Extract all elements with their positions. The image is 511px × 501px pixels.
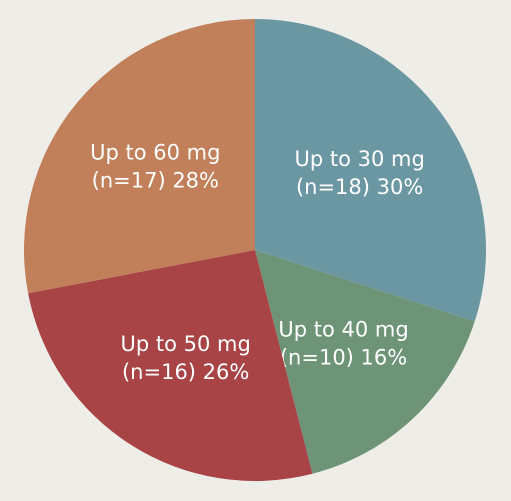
slice-label: Up to 30 mg	[294, 147, 424, 171]
slice-label: Up to 40 mg	[278, 317, 408, 341]
slice-value-label: (n=10) 16%	[280, 345, 407, 369]
pie-slice	[28, 250, 313, 481]
slice-value-label: (n=16) 26%	[122, 360, 249, 384]
pie-slice	[23, 19, 256, 294]
slice-value-label: (n=17) 28%	[92, 169, 219, 193]
slice-label: Up to 60 mg	[90, 141, 220, 165]
pie-slice	[255, 19, 487, 322]
slice-value-label: (n=18) 30%	[296, 175, 423, 199]
slice-label: Up to 50 mg	[121, 332, 251, 356]
pie-slice	[255, 250, 475, 474]
